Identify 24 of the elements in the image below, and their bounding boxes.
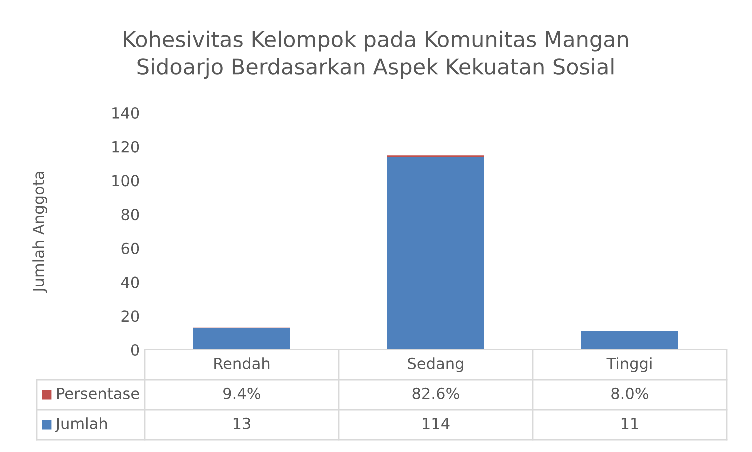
y-tick-label: 40	[121, 276, 140, 288]
x-tick-label: Sedang	[408, 358, 464, 372]
data-label: 9.4%	[224, 388, 261, 400]
y-tick-label: 80	[122, 209, 140, 221]
y-tick-label: 120	[112, 141, 140, 153]
data-label: 82.6%	[412, 388, 460, 400]
bar	[388, 157, 484, 350]
data-label: 11	[622, 418, 638, 430]
bar	[194, 328, 290, 350]
x-tick-label: Tinggi	[606, 358, 652, 372]
y-tick-label: 60	[122, 242, 140, 254]
chart-title: Kohesivitas Kelompok pada Komunitas Mangan Sidoarjo Berdasarkan Aspek Kekuatan Sosial	[124, 30, 628, 80]
bar	[582, 331, 678, 350]
data-label: 13	[234, 418, 250, 430]
y-tick-label: 100	[112, 175, 140, 187]
y-tick-label: 20	[122, 310, 140, 322]
x-tick-label: Rendah	[214, 358, 270, 370]
data-label: 8.0%	[612, 388, 649, 400]
legend-label: Persentase	[58, 388, 140, 400]
legend-label: Jumlah	[55, 418, 108, 432]
y-tick-label: 0	[131, 344, 140, 356]
data-label: 114	[423, 418, 450, 430]
y-axis-title: Jumlah Anggota	[32, 172, 48, 294]
y-tick-label: 140	[112, 107, 140, 120]
